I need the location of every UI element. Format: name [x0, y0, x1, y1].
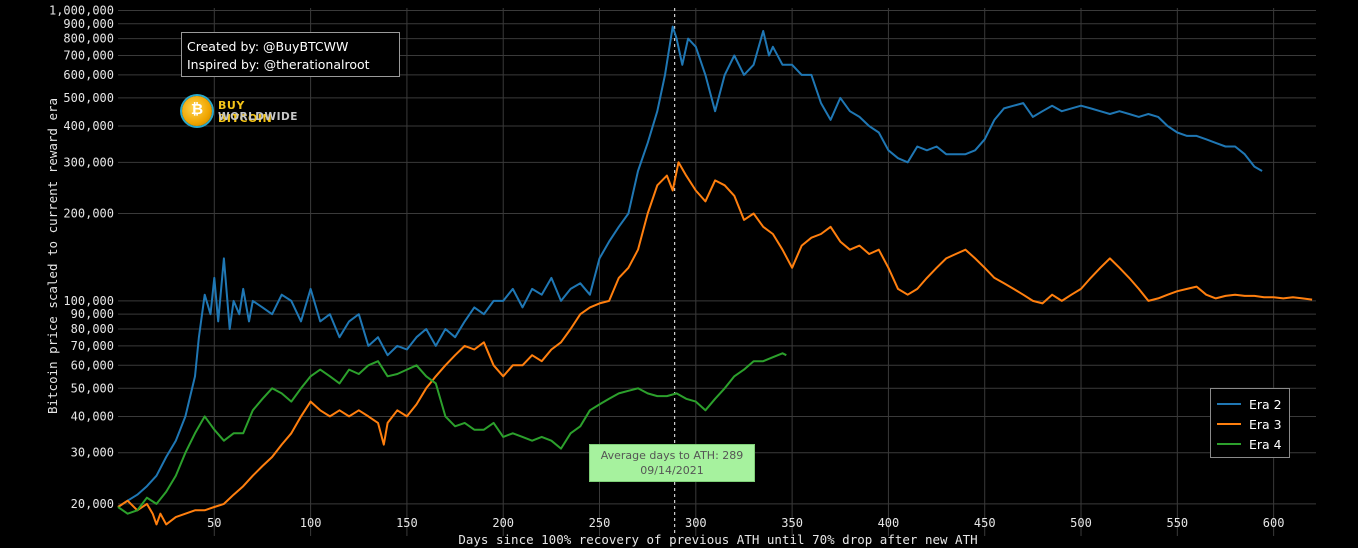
x-tick-label: 250: [589, 516, 611, 530]
y-tick-label: 100,000: [63, 294, 114, 308]
y-tick-label: 800,000: [63, 32, 114, 46]
x-tick-label: 550: [1166, 516, 1188, 530]
x-tick-label: 300: [685, 516, 707, 530]
y-tick-label: 60,000: [71, 358, 114, 372]
x-tick-label: 150: [396, 516, 418, 530]
legend-swatch-era3: [1217, 423, 1241, 425]
legend-item-era4[interactable]: Era 4: [1211, 434, 1289, 454]
x-tick-label: 500: [1070, 516, 1092, 530]
x-tick-label: 200: [492, 516, 514, 530]
y-tick-label: 400,000: [63, 119, 114, 133]
y-tick-label: 500,000: [63, 91, 114, 105]
y-tick-label: 700,000: [63, 48, 114, 62]
y-tick-label: 1,000,000: [49, 3, 114, 17]
series-line-era2: [117, 25, 1263, 508]
x-tick-label: 600: [1263, 516, 1285, 530]
y-tick-label: 40,000: [71, 409, 114, 423]
x-tick-label: 50: [207, 516, 221, 530]
legend-item-era3[interactable]: Era 3: [1211, 414, 1289, 434]
ath-annotation: Average days to ATH: 289 09/14/2021: [589, 444, 755, 482]
brand-name-line1: BUY BITCOIN: [218, 99, 273, 125]
y-tick-label: 300,000: [63, 155, 114, 169]
x-axis-label: Days since 100% recovery of previous ATH…: [458, 532, 977, 547]
x-tick-label: 450: [974, 516, 996, 530]
y-tick-label: 200,000: [63, 206, 114, 220]
series-line-era3: [117, 161, 1313, 526]
legend-swatch-era4: [1217, 443, 1241, 445]
brand-name-line2: WORLDWIDE: [218, 111, 298, 123]
bitcoin-coin-icon: ₿: [182, 96, 212, 126]
x-tick-label: 100: [300, 516, 322, 530]
credits-line-created: Created by: @BuyBTCWW: [187, 39, 349, 54]
brand-logo: ₿ BUY BITCOIN WORLDWIDE: [182, 96, 302, 128]
y-tick-label: 600,000: [63, 68, 114, 82]
legend-label-era2: Era 2: [1249, 396, 1282, 412]
ath-annotation-days: Average days to ATH: 289: [600, 449, 744, 462]
y-tick-label: 80,000: [71, 322, 114, 336]
axes: 20,000 30,000 40,000 50,000 60,000 70,000 80,0…: [49, 3, 1285, 530]
y-tick-label: 20,000: [71, 497, 114, 511]
series-line-era4: [117, 352, 787, 515]
y-tick-label: 900,000: [63, 17, 114, 31]
y-axis-label: Bitcoin price scaled to current reward e…: [45, 98, 60, 414]
series-layer: [117, 25, 1313, 526]
legend-label-era4: Era 4: [1249, 436, 1282, 452]
ath-annotation-date: 09/14/2021: [640, 464, 704, 477]
legend-label-era3: Era 3: [1249, 416, 1282, 432]
legend-item-era2[interactable]: Era 2: [1211, 394, 1289, 414]
y-tick-label: 50,000: [71, 381, 114, 395]
legend: Era 2 Era 3 Era 4: [1210, 388, 1290, 458]
x-tick-label: 350: [781, 516, 803, 530]
legend-swatch-era2: [1217, 403, 1241, 405]
credits-line-inspired: Inspired by: @therationalroot: [187, 57, 370, 72]
y-tick-label: 30,000: [71, 446, 114, 460]
credits-box: Created by: @BuyBTCWW Inspired by: @ther…: [181, 32, 400, 77]
y-tick-label: 70,000: [71, 339, 114, 353]
x-tick-label: 400: [878, 516, 900, 530]
y-tick-label: 90,000: [71, 307, 114, 321]
